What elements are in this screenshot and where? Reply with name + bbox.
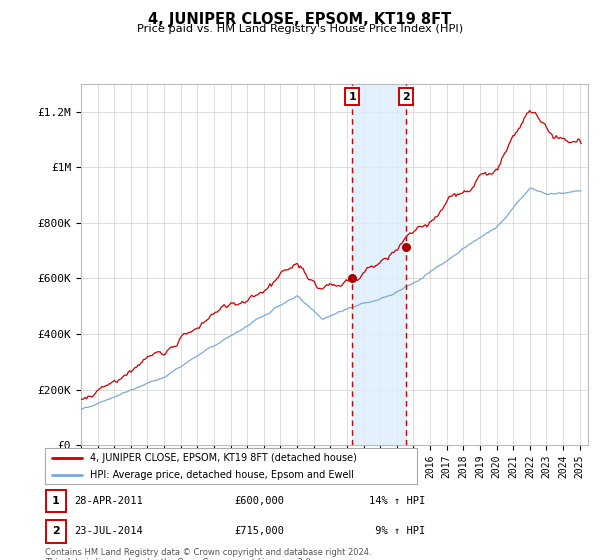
Text: 28-APR-2011: 28-APR-2011: [75, 496, 143, 506]
Text: 1: 1: [349, 91, 356, 101]
Text: HPI: Average price, detached house, Epsom and Ewell: HPI: Average price, detached house, Epso…: [89, 470, 353, 480]
Bar: [46, 520, 66, 543]
Bar: [46, 490, 66, 512]
Text: Price paid vs. HM Land Registry's House Price Index (HPI): Price paid vs. HM Land Registry's House …: [137, 24, 463, 34]
Text: £715,000: £715,000: [234, 526, 284, 536]
Text: 2: 2: [402, 91, 410, 101]
Text: 14% ↑ HPI: 14% ↑ HPI: [369, 496, 425, 506]
Text: 23-JUL-2014: 23-JUL-2014: [75, 526, 143, 536]
Text: 4, JUNIPER CLOSE, EPSOM, KT19 8FT (detached house): 4, JUNIPER CLOSE, EPSOM, KT19 8FT (detac…: [89, 453, 356, 463]
Text: £600,000: £600,000: [234, 496, 284, 506]
Text: 9% ↑ HPI: 9% ↑ HPI: [369, 526, 425, 536]
Text: 4, JUNIPER CLOSE, EPSOM, KT19 8FT: 4, JUNIPER CLOSE, EPSOM, KT19 8FT: [148, 12, 452, 27]
Text: Contains HM Land Registry data © Crown copyright and database right 2024.
This d: Contains HM Land Registry data © Crown c…: [45, 548, 371, 560]
Bar: [352, 84, 406, 445]
Text: 2: 2: [52, 526, 59, 536]
Text: 1: 1: [52, 496, 59, 506]
